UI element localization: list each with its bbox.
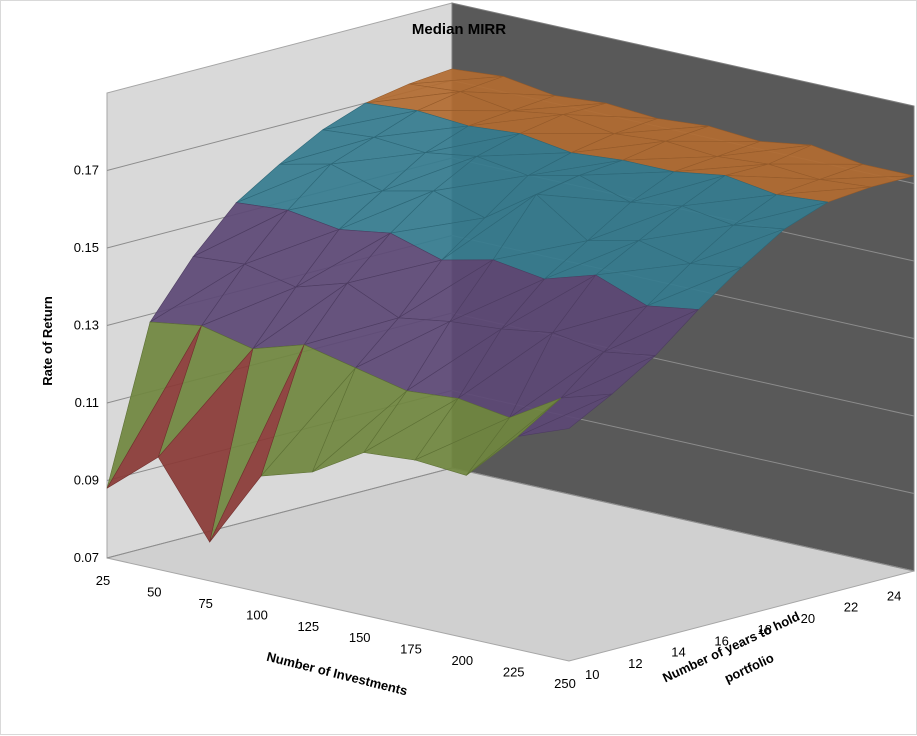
z-tick-label: 0.13 <box>74 318 99 333</box>
x-tick-label: 50 <box>147 584 161 599</box>
y-tick-label: 20 <box>801 611 815 626</box>
z-tick-label: 0.15 <box>74 240 99 255</box>
x-axis-title: Number of Investments <box>265 649 409 699</box>
surface-facet <box>260 367 356 477</box>
surface-facet <box>414 416 511 476</box>
z-tick-label: 0.07 <box>74 550 99 565</box>
surface-facet <box>157 348 254 543</box>
y-tick-label: 14 <box>671 645 685 660</box>
x-tick-label: 125 <box>297 619 319 634</box>
y-tick-label: 10 <box>585 667 599 682</box>
surface-facet <box>209 344 305 543</box>
z-tick-label: 0.17 <box>74 163 99 178</box>
y-tick-label: 24 <box>887 588 901 603</box>
y-tick-label: 18 <box>758 622 772 637</box>
surface-facet <box>312 390 408 473</box>
y-tick-label: 12 <box>628 656 642 671</box>
x-tick-label: 100 <box>246 607 268 622</box>
z-tick-label: 0.09 <box>74 473 99 488</box>
x-tick-label: 175 <box>400 642 422 657</box>
surface-facet <box>466 397 561 476</box>
z-axis-title: Rate of Return <box>40 296 55 386</box>
x-tick-label: 25 <box>96 573 110 588</box>
z-tick-label: 0.11 <box>75 395 99 410</box>
axis-ticks: 0.07 0.09 0.11 0.13 0.15 0.17 25 50 75 100 125 150 1… <box>74 163 902 692</box>
x-tick-label: 75 <box>198 596 212 611</box>
surface-facet <box>517 393 613 437</box>
x-tick-label: 150 <box>349 630 371 645</box>
chart-title: Median MIRR <box>412 21 506 38</box>
y-tick-label: 16 <box>714 633 728 648</box>
y-tick-label: 22 <box>844 600 858 615</box>
surface-facet <box>362 398 459 461</box>
x-tick-label: 200 <box>451 653 473 668</box>
surface-plot <box>106 68 915 543</box>
x-tick-label: 225 <box>503 665 525 680</box>
x-tick-label: 250 <box>554 676 576 691</box>
surface-facet <box>106 325 202 489</box>
